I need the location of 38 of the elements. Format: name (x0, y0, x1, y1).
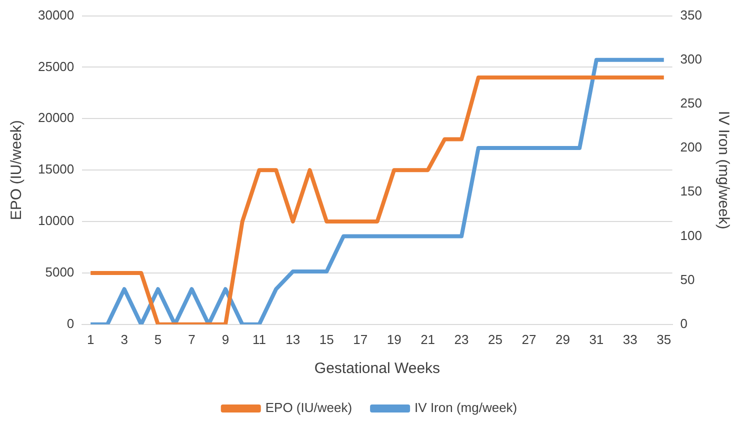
x-tick-label: 29 (555, 332, 570, 347)
y2-tick-label: 100 (680, 228, 702, 243)
x-tick-label: 11 (252, 332, 266, 347)
y2-axis-title: IV Iron (mg/week) (714, 110, 732, 230)
y-tick-label: 10000 (38, 213, 74, 228)
x-tick-label: 27 (522, 332, 536, 347)
x-tick-label: 5 (154, 332, 162, 347)
x-tick-label: 21 (420, 332, 436, 347)
x-axis-title: Gestational Weeks (314, 360, 440, 378)
x-tick-label: 1 (86, 332, 94, 347)
x-tick-label: 13 (286, 332, 300, 347)
y-axis-title: EPO (IU/week) (8, 120, 26, 220)
legend-label: EPO (IU/week) (265, 400, 352, 416)
y2-tick-label: 350 (680, 7, 702, 22)
x-tick-label: 25 (488, 332, 502, 347)
y2-tick-label: 200 (680, 140, 702, 155)
x-tick-label: 31 (589, 332, 604, 347)
y-tick-label: 20000 (38, 110, 74, 126)
y-tick-label: 5000 (45, 264, 74, 280)
y2-tick-label: 300 (680, 51, 702, 66)
y-tick-label: 25000 (38, 58, 74, 74)
x-tick-label: 19 (386, 332, 402, 347)
x-tick-label: 23 (454, 332, 469, 347)
x-tick-label: 3 (120, 332, 128, 347)
x-tick-label: 15 (319, 332, 334, 347)
y-tick-label: 0 (66, 316, 74, 331)
y2-tick-label: 50 (680, 272, 695, 287)
y2-tick-label: 150 (680, 184, 702, 199)
y2-tick-label: 0 (680, 316, 688, 331)
y-tick-label: 30000 (38, 7, 74, 22)
x-tick-label: 7 (188, 332, 196, 347)
x-tick-label: 35 (656, 332, 672, 347)
legend-label: IV Iron (mg/week) (414, 400, 518, 416)
y2-tick-label: 250 (680, 96, 702, 111)
x-tick-label: 17 (353, 332, 368, 347)
x-tick-label: 9 (222, 332, 230, 347)
x-tick-label: 33 (622, 332, 638, 347)
y-tick-label: 15000 (38, 162, 74, 177)
